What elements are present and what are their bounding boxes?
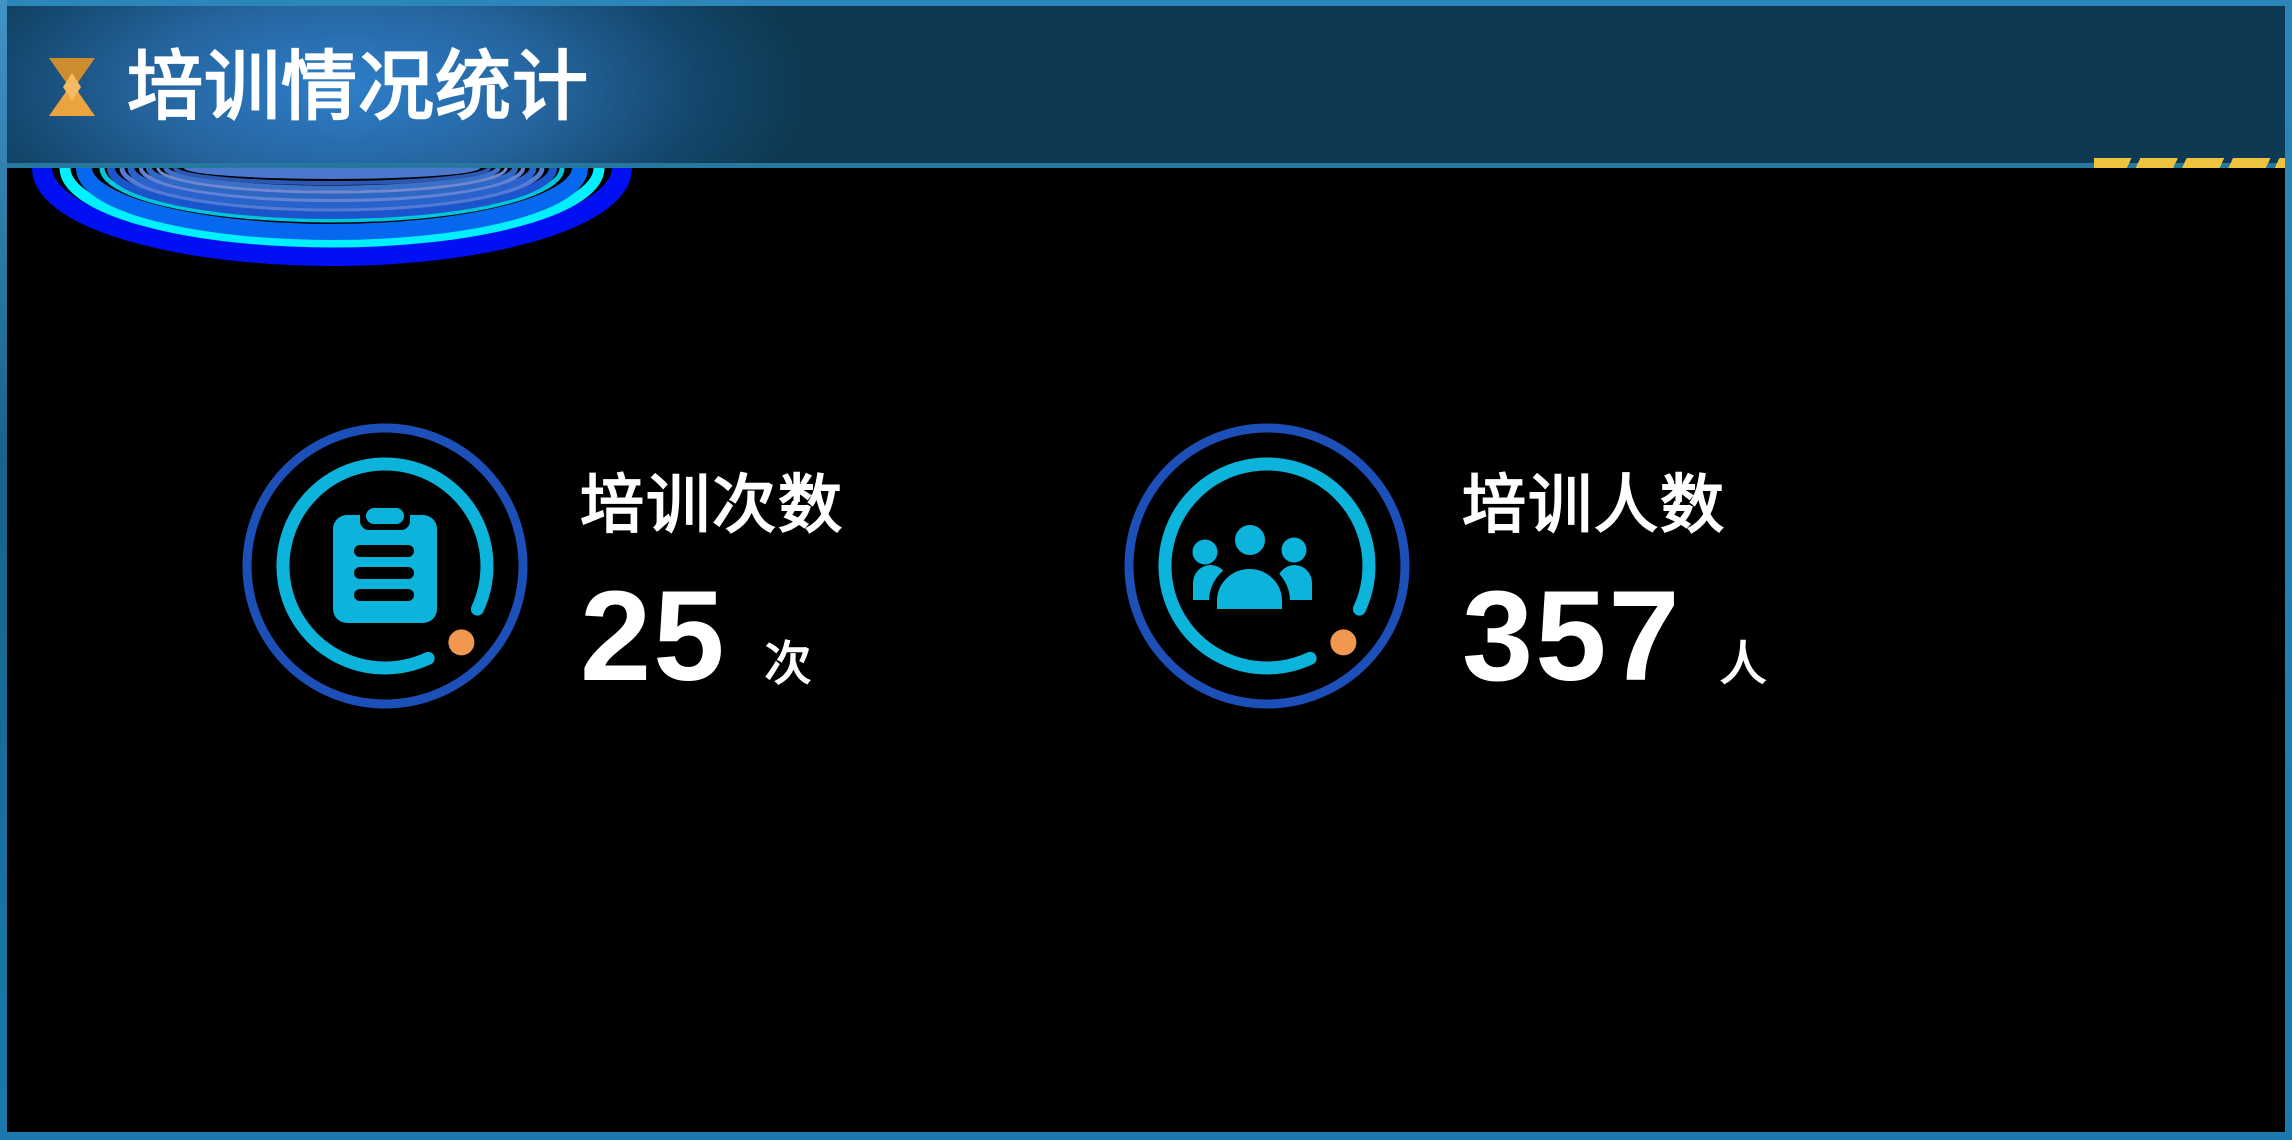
stat-card-training-people: 培训人数 357 人 [1124,423,1767,709]
header-title-row: 培训情况统计 [7,0,589,176]
hazard-stripes-decoration [2094,158,2292,168]
frame-border-bottom [0,1132,2292,1140]
frame-border-top [0,0,2292,6]
stat-unit: 人 [1719,637,1767,690]
stat-value: 357 [1462,565,1682,708]
stat-ring-training-people [1124,423,1410,709]
frame-border-right [2285,0,2292,1140]
stat-label: 培训次数 [580,469,844,541]
frame-border-left [0,0,7,1140]
people-group-icon [1192,517,1312,616]
clipboard-icon [333,508,437,623]
page-title: 培训情况统计 [127,44,589,130]
progress-ring [242,423,528,709]
hourglass-icon [49,57,95,116]
stat-text-block: 培训次数 25 次 [580,423,844,701]
panel-header: 培训情况统计 [7,6,2285,163]
stat-text-block: 培训人数 357 人 [1462,423,1767,701]
header-underline [7,163,2285,168]
stat-label: 培训人数 [1462,469,1726,541]
stat-ring-training-sessions [242,423,528,709]
stat-unit: 次 [764,637,812,690]
progress-ring [1124,423,1410,709]
ripple-arcs-decoration [32,168,632,266]
stat-value: 25 [580,565,727,708]
stat-value-row: 25 次 [580,573,844,701]
stat-value-row: 357 人 [1462,573,1767,701]
stat-card-training-sessions: 培训次数 25 次 [242,423,844,709]
